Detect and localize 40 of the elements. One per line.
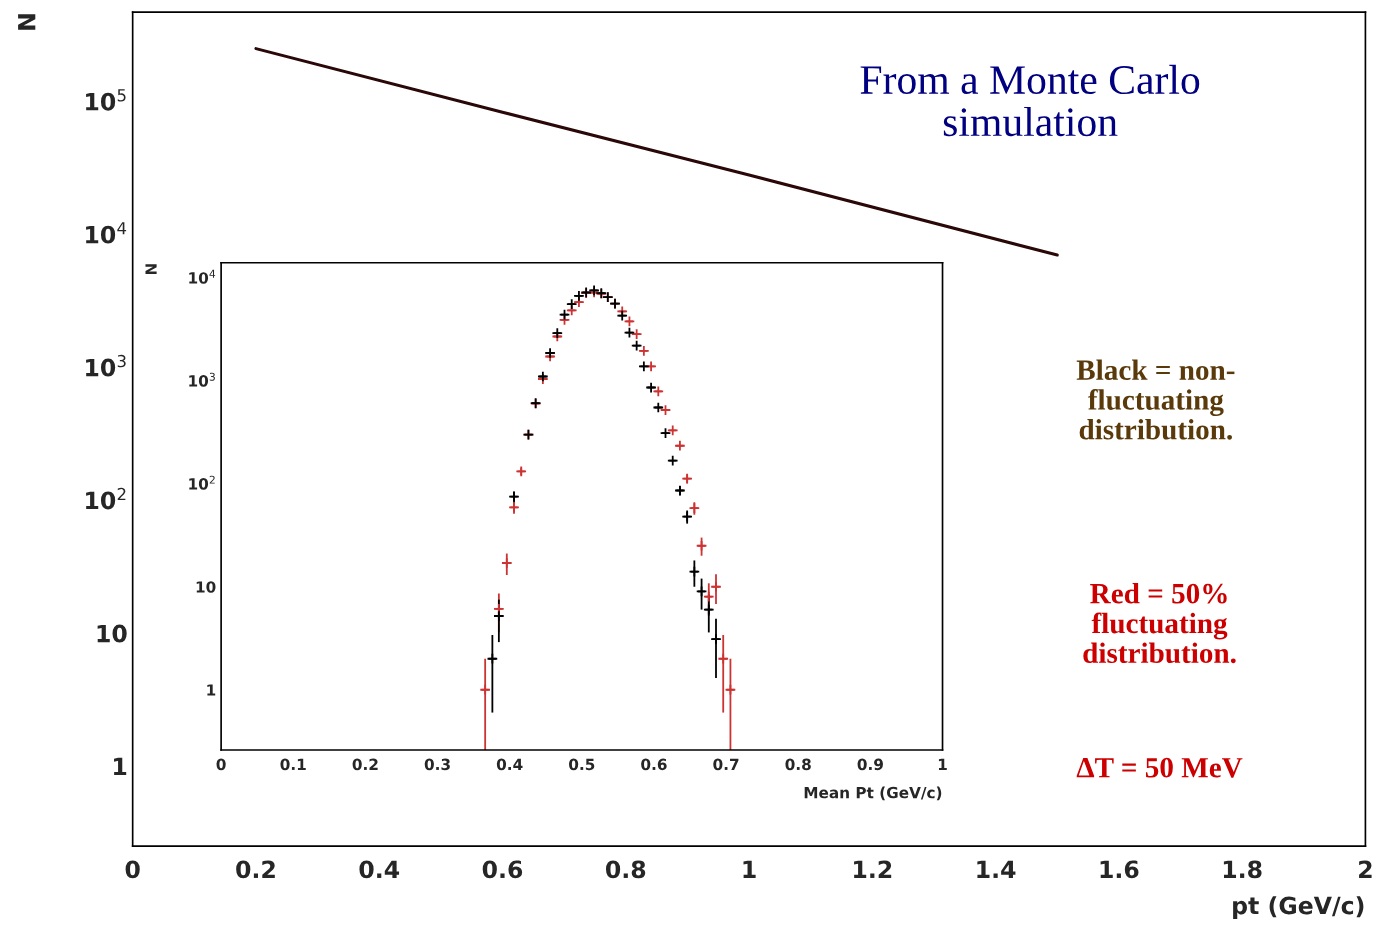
x-tick-label: 0.5 [569,758,595,771]
x-tick-label: 0.8 [785,758,811,771]
x-tick-label: 0.7 [713,758,739,771]
x-tick-label: 1.4 [977,860,1016,878]
y-tick-label: 10$^{4}$ [86,222,127,244]
x-tick-label: 0.9 [857,758,883,771]
x-tick-label: 0 [125,860,140,879]
y-axis-title: N [18,14,36,30]
x-axis-title: pt (GeV/c) [1233,896,1364,919]
x-tick-label: 1 [743,860,756,878]
annotation: Red = 50% fluctuating distribution. [1083,582,1236,664]
x-tick-label: 1.6 [1100,860,1139,879]
x-tick-label: 0 [216,758,226,771]
y-tick-label: 1 [207,684,216,696]
y-tick-label: 10$^{2}$ [189,475,215,490]
x-tick-label: 0.6 [641,758,667,771]
y-tick-label: 10$^{4}$ [189,269,216,284]
y-tick-label: 10$^{3}$ [189,372,215,387]
annotation: Black = non- fluctuating distribution. [1076,359,1235,440]
x-tick-label: 1.2 [854,860,892,878]
x-tick-label: 1.8 [1223,860,1262,879]
x-tick-label: 0.2 [352,758,378,771]
annotation: From a Monte Carlo simulation [860,64,1200,137]
x-tick-label: 0.2 [236,860,275,879]
x-tick-label: 0.4 [359,860,400,879]
x-tick-label: 0.6 [482,860,523,879]
x-tick-label: 0.8 [605,860,646,879]
y-tick-label: 10 [196,581,216,593]
y-tick-label: 10$^{3}$ [86,354,126,377]
x-tick-label: 1 [938,758,947,770]
y-axis-title: N [145,264,157,275]
x-tick-label: 0.3 [424,758,450,771]
x-tick-label: 0.4 [496,758,523,771]
x-tick-label: 0.1 [280,758,306,771]
y-tick-label: 10$^{2}$ [86,487,126,510]
y-tick-label: 10$^{5}$ [86,89,126,111]
x-axis-title: Mean Pt (GeV/c) [804,786,942,801]
y-tick-label: 10 [97,624,127,643]
annotation: ΔT = 50 MeV [1076,757,1243,778]
x-tick-label: 2 [1359,860,1372,878]
